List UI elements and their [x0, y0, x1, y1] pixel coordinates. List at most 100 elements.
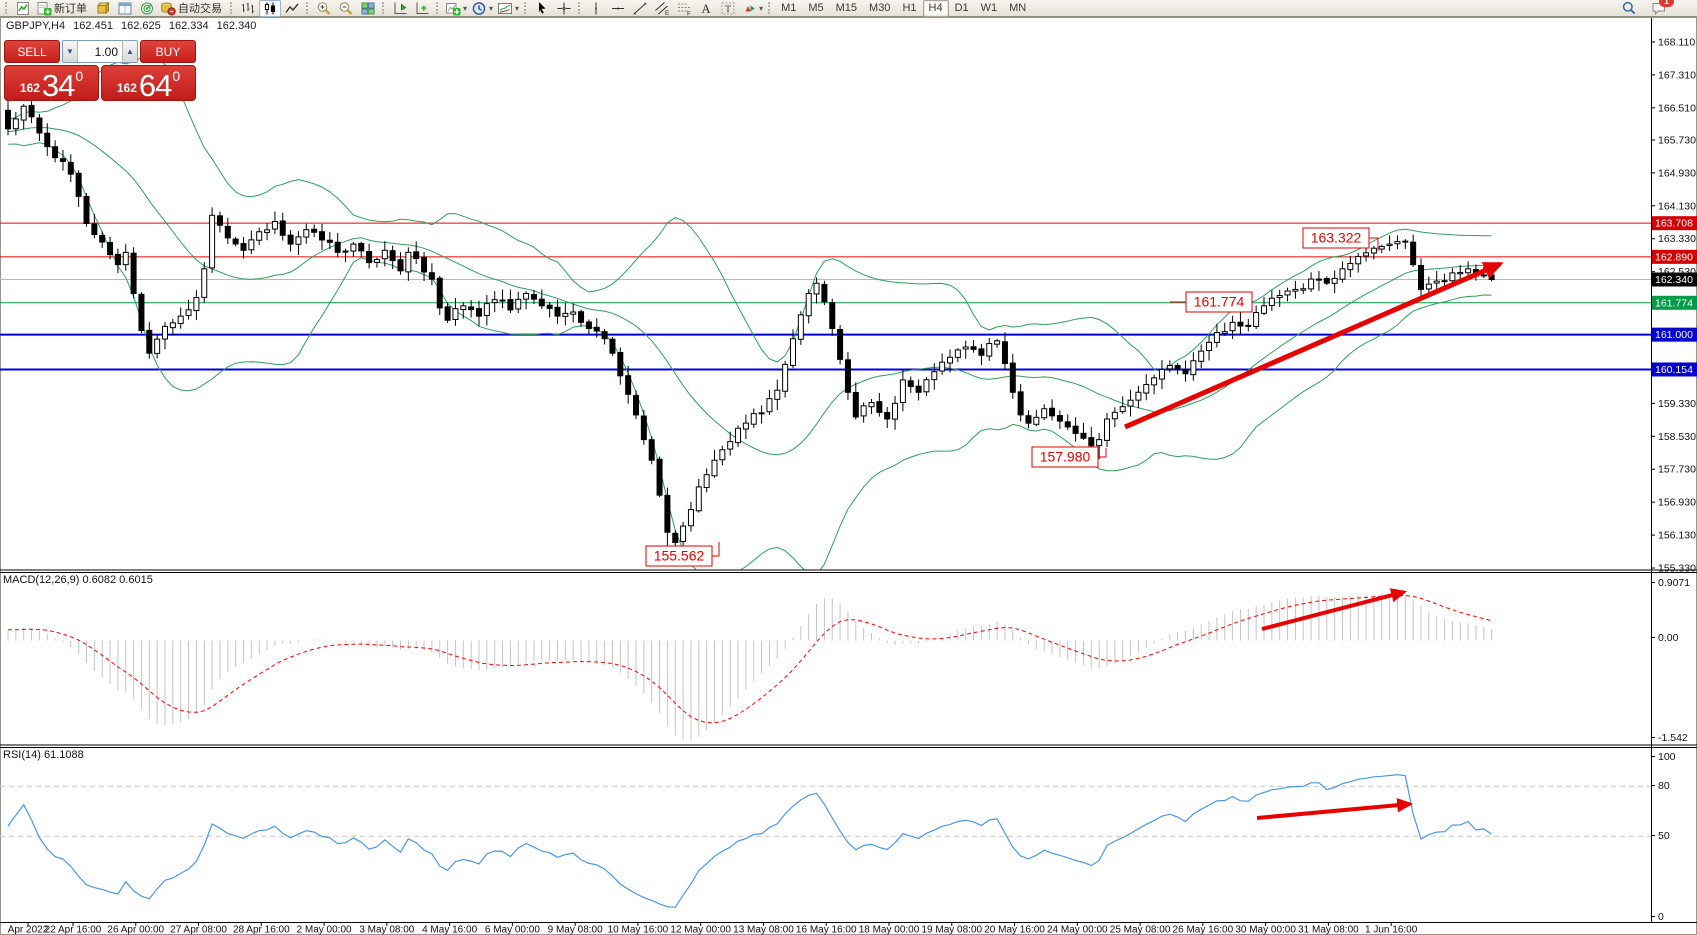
crosshair-button[interactable] [553, 0, 575, 17]
high-value: 162.625 [121, 20, 161, 32]
tile-windows-button[interactable] [357, 0, 379, 17]
sell-price[interactable]: 162 34 0 [4, 65, 99, 101]
new-order-button[interactable]: 新订单 [34, 0, 92, 17]
chevron-down-icon: ▾ [515, 3, 520, 13]
toolbar-grip[interactable] [5, 2, 8, 14]
svg-text:RSI(14) 61.1088: RSI(14) 61.1088 [3, 749, 84, 761]
toolbar-grip[interactable] [382, 2, 385, 14]
timeframe-m1-button[interactable]: M1 [781, 1, 797, 14]
zoom-out-icon [339, 1, 353, 15]
timeframe-m5-button[interactable]: M5 [808, 1, 824, 14]
channel-button[interactable]: E [651, 0, 673, 17]
buy-price-prefix: 162 [116, 81, 137, 95]
data-window-button[interactable] [114, 0, 136, 17]
search-icon [1622, 1, 1636, 14]
arrows-button[interactable]: ▾ [739, 0, 765, 17]
navigator-button[interactable] [136, 0, 158, 17]
buy-price-pipette: 0 [172, 68, 181, 84]
templates-button[interactable]: ▾ [495, 0, 521, 17]
chart-doc-icon [17, 1, 29, 15]
chart-doc-button[interactable] [12, 0, 34, 17]
navigator-icon [141, 2, 153, 14]
hline-button[interactable] [607, 0, 629, 17]
zoom-in-button[interactable] [313, 0, 335, 17]
price-annotation-label[interactable]: 155.562 [654, 548, 705, 564]
zoom-out-button[interactable] [335, 0, 357, 17]
chart-header: GBPJPY,H4 162.451 162.625 162.334 162.34… [6, 20, 261, 32]
crosshair-icon [557, 2, 571, 14]
vline-button[interactable] [585, 0, 607, 17]
timeframe-mn-button[interactable]: MN [1009, 1, 1027, 14]
cursor-button[interactable] [531, 0, 553, 17]
bars-chart-button[interactable] [237, 0, 259, 17]
text-button[interactable]: A [695, 0, 717, 17]
candles-chart-button[interactable] [259, 0, 281, 17]
periods-icon [472, 1, 486, 15]
trendline-button[interactable] [629, 0, 651, 17]
toolbar-grip[interactable] [436, 2, 439, 14]
volume-decrease-button[interactable]: ▼ [63, 41, 78, 62]
sell-button[interactable]: SELL [4, 40, 60, 63]
volume-increase-button[interactable]: ▲ [122, 41, 137, 62]
svg-text:167.310: 167.310 [1658, 69, 1696, 81]
volume-input[interactable] [78, 41, 122, 62]
svg-text:164.930: 164.930 [1658, 167, 1696, 179]
periods-button[interactable]: ▾ [469, 0, 495, 17]
toolbar-right: 1 [1621, 0, 1674, 16]
toolbar-grip[interactable] [524, 2, 527, 14]
toolbar-group: E F A T ▾ [575, 0, 765, 17]
toolbar-grip[interactable] [306, 2, 309, 14]
svg-text:165.730: 165.730 [1658, 134, 1696, 146]
toolbar-group [379, 0, 433, 17]
time-label: 20 May 16:00 [984, 925, 1045, 935]
sell-price-prefix: 162 [19, 81, 40, 95]
line-chart-button[interactable] [281, 0, 303, 17]
market-watch-button[interactable] [92, 0, 114, 17]
sell-price-pipette: 0 [75, 68, 84, 84]
autotrade-button[interactable]: 自动交易 [158, 0, 227, 17]
chat-button[interactable]: 1 [1651, 0, 1674, 16]
svg-text:-1.542: -1.542 [1658, 732, 1688, 744]
time-label: 27 Apr 08:00 [170, 925, 227, 935]
toolbar: 新订单 自动交易 ▾ ▾ ▾ E F A T ▾ M1 M5 M15 M30 H1 H4 D1 W1 MN 1 [0, 0, 1697, 17]
hline-icon [612, 7, 625, 9]
add-indicator-button[interactable]: ▾ [443, 0, 469, 17]
svg-text:0: 0 [1658, 911, 1664, 923]
time-label: 28 Apr 16:00 [233, 925, 290, 935]
time-label: 2 May 00:00 [297, 925, 352, 935]
search-button[interactable] [1621, 1, 1637, 16]
timeframe-w1-button[interactable]: W1 [980, 1, 998, 14]
indicator-window-button[interactable] [389, 0, 411, 17]
price-annotation-label[interactable]: 161.774 [1194, 294, 1245, 310]
timeframe-h4-button[interactable]: H4 [922, 0, 949, 17]
time-label: 31 May 08:00 [1298, 925, 1359, 935]
toolbar-grip[interactable] [230, 2, 233, 14]
price-axis: 168.110 167.310 166.510 165.730 164.930 164.1… [1651, 37, 1697, 575]
buy-price[interactable]: 162 64 0 [101, 65, 196, 101]
time-label: 26 Apr 00:00 [107, 925, 164, 935]
level-lines [0, 222, 1651, 371]
timeframe-h1-button[interactable]: H1 [902, 1, 917, 14]
price-annotation-label[interactable]: 163.322 [1311, 230, 1362, 246]
indicator-window-add-button[interactable] [411, 0, 433, 17]
timeframe-m30-button[interactable]: M30 [869, 1, 891, 14]
buy-button[interactable]: BUY [140, 40, 196, 63]
time-label: 16 May 16:00 [796, 925, 857, 935]
price-annotation-label[interactable]: 157.980 [1040, 449, 1091, 465]
svg-text:50: 50 [1658, 830, 1670, 842]
svg-text:80: 80 [1658, 780, 1670, 792]
market-watch-icon [96, 1, 110, 14]
svg-text:162.340: 162.340 [1655, 274, 1693, 286]
label-button[interactable]: T [717, 0, 739, 17]
autotrade-icon [161, 2, 176, 15]
svg-text:161.774: 161.774 [1655, 297, 1693, 309]
toolbar-grip[interactable] [578, 2, 581, 14]
fibonacci-icon: F [678, 3, 691, 16]
fibonacci-button[interactable]: F [673, 0, 695, 17]
timeframe-m15-button[interactable]: M15 [835, 1, 858, 14]
toolbar-grip[interactable] [768, 2, 771, 14]
timeframe-d1-button[interactable]: D1 [954, 1, 969, 14]
vline-icon [595, 2, 597, 14]
toolbar-button-groups: 新订单 自动交易 ▾ ▾ ▾ E F A T ▾ [2, 0, 765, 17]
